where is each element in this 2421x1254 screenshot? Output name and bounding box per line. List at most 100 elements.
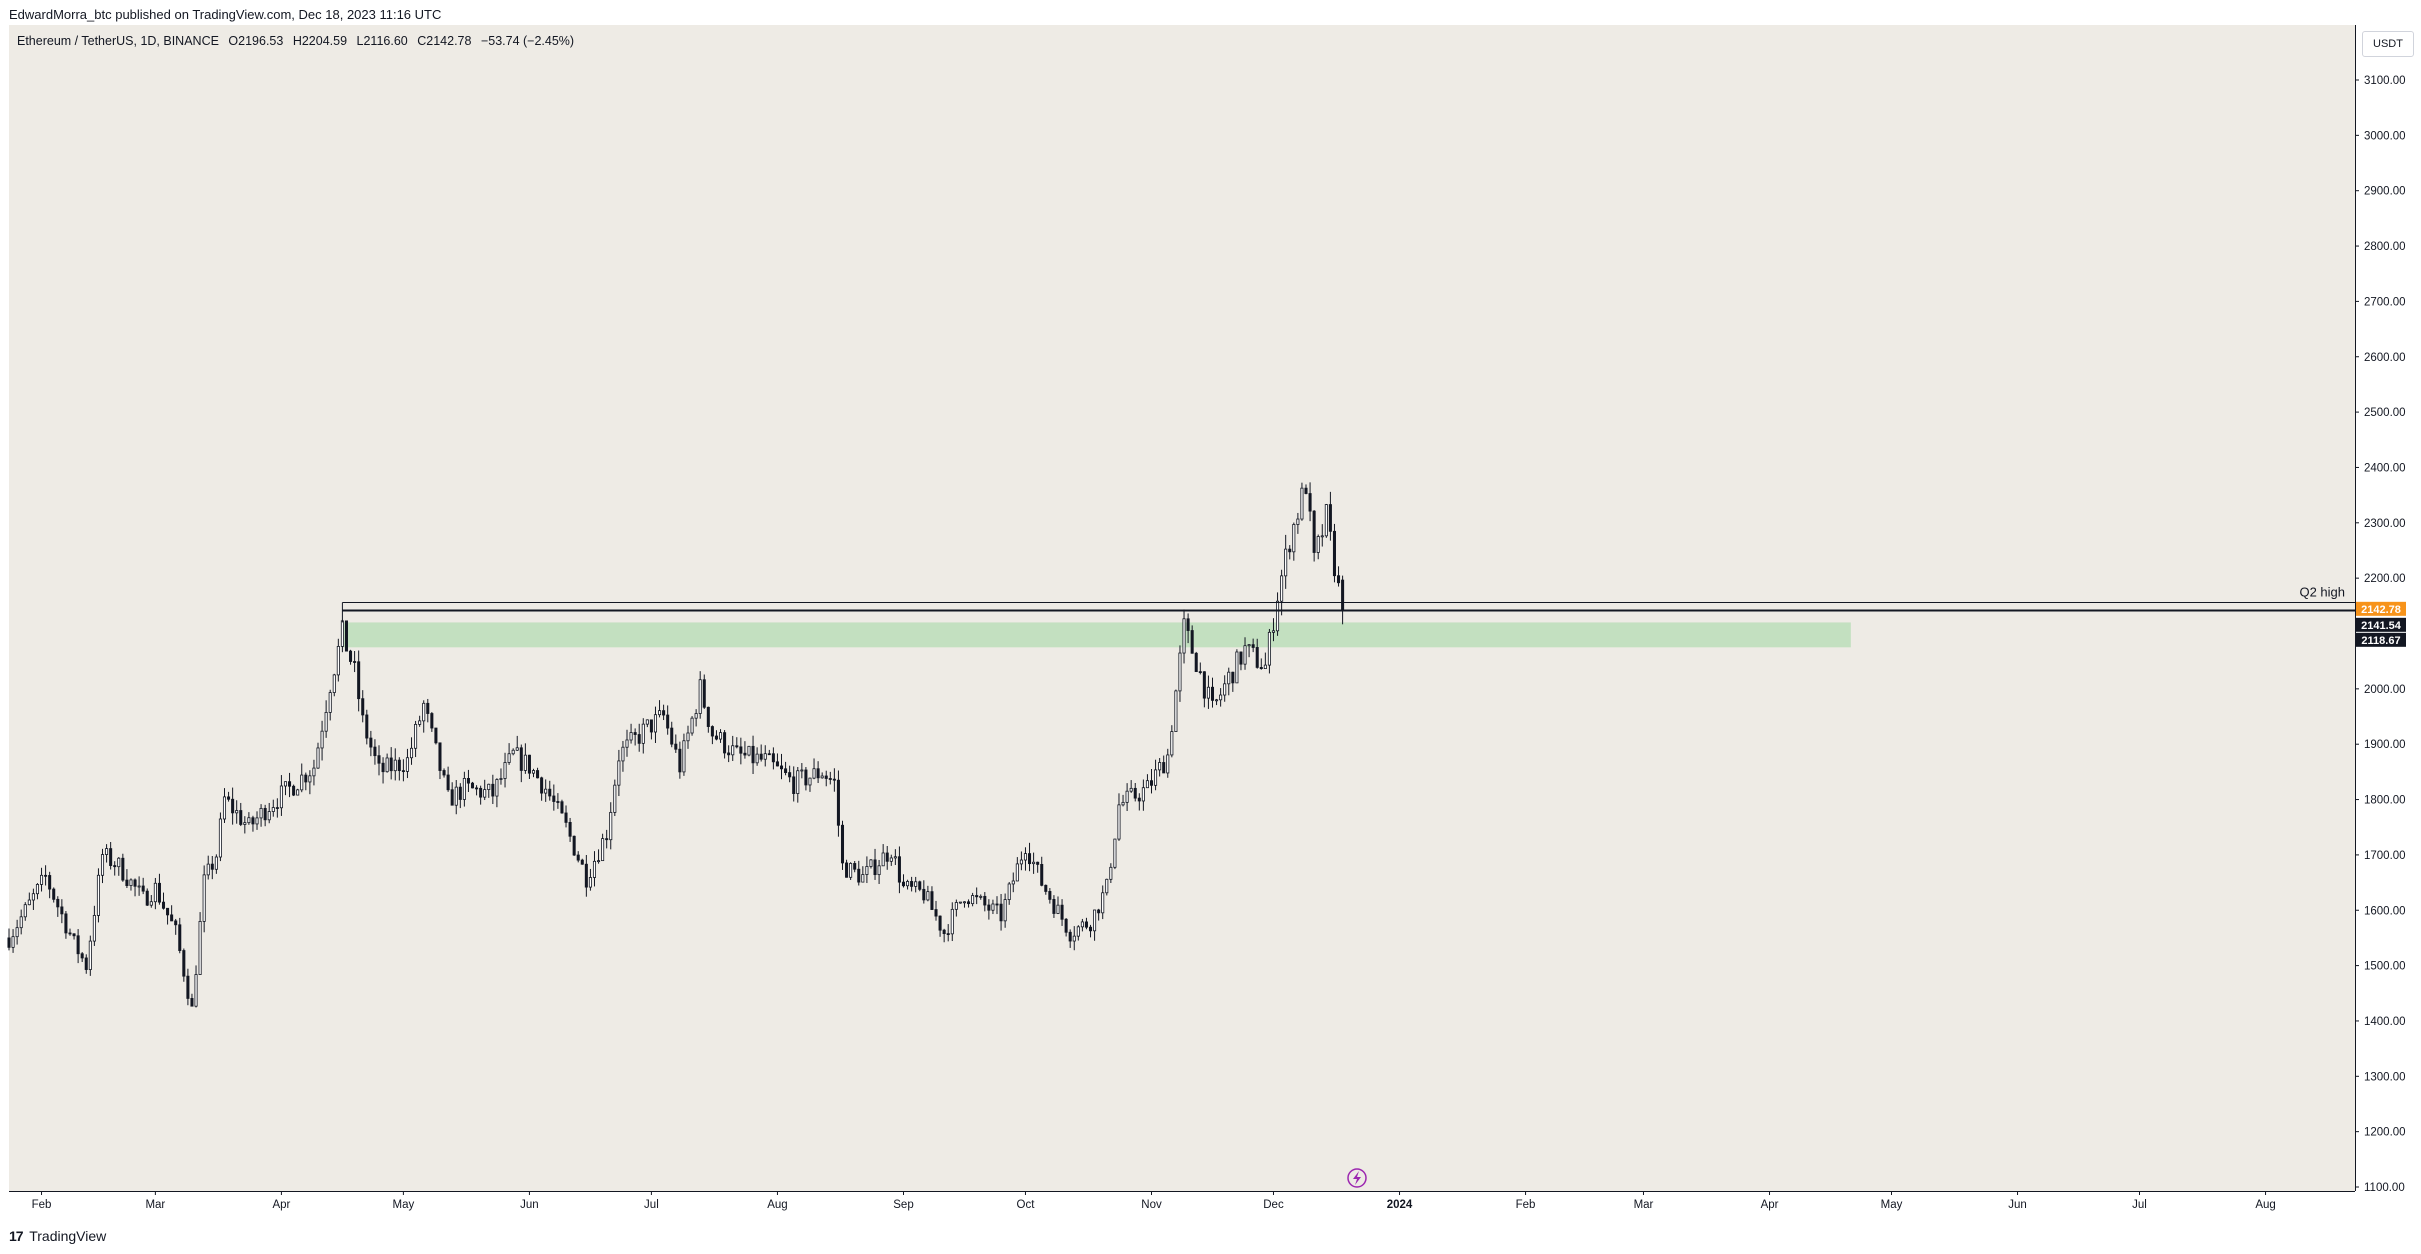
time-tick-label: Aug [767,1199,787,1211]
candle [1007,881,1011,905]
candle [995,896,999,915]
candle [1113,838,1117,870]
candle [1341,575,1345,625]
candle [84,954,88,974]
candle [950,902,954,942]
candle [930,886,934,910]
candle [344,620,348,652]
level-price-badge: 2141.54 [2356,617,2406,632]
candle [385,753,389,773]
candle [442,768,446,778]
candle [897,846,901,894]
candle [7,928,11,951]
candle [918,880,922,892]
candle [564,805,568,828]
candle [901,874,906,888]
candle [714,730,718,741]
candle [182,948,186,982]
candle [812,758,816,780]
time-tick-label: May [1881,1199,1903,1211]
candle [1084,917,1088,930]
time-tick-label: Jul [644,1199,659,1211]
candle [503,752,507,788]
price-tick-label: 2900.00 [2364,186,2406,198]
candle [739,737,743,765]
candle [470,781,475,789]
candle [312,759,316,786]
candle [942,928,946,943]
candle [922,880,926,904]
svg-text:2118.67: 2118.67 [2361,635,2400,647]
candle [210,855,214,880]
candle [666,705,670,735]
candle [178,917,182,954]
candle [1036,861,1040,873]
candle [96,868,100,923]
time-axis-ticks: Feb Mar Apr May Jun Jul Aug Sep Oct Nov Dec 2024 Feb… [32,1191,2276,1211]
price-tick-label: 1200.00 [2364,1127,2406,1139]
candle [747,745,751,757]
candle [1154,759,1158,791]
candle [1223,675,1227,702]
candle [190,993,194,1007]
price-tick-label: 2000.00 [2364,684,2406,696]
candle [279,775,283,816]
candle [540,776,544,801]
candle [1239,651,1243,671]
candle [824,770,828,787]
candle [662,704,666,721]
candle [1125,783,1129,812]
time-tick-label: Apr [272,1199,290,1211]
candle [617,749,621,797]
currency-selector[interactable]: USDT [2362,31,2414,57]
candle [1280,569,1284,616]
price-tick-label: 3000.00 [2364,130,2406,142]
candle [633,728,637,746]
candle [1044,884,1048,895]
candle [1170,725,1174,758]
price-axis-ticks: 3100.00 3000.00 2900.00 2800.00 2700.00 2600.… [2355,75,2406,1194]
candle [1316,534,1320,560]
price-tick-label: 2500.00 [2364,407,2406,419]
candle [64,911,68,939]
candle [658,700,662,718]
lightning-icon[interactable] [1347,1168,1367,1188]
candle [1166,748,1170,778]
candle [1308,482,1312,522]
candle [422,700,426,733]
symbol-legend[interactable]: Ethereum / TetherUS, 1D, BINANCE O2196.5… [17,34,580,48]
candle [397,757,401,781]
candle [645,719,649,728]
candle [40,867,44,892]
chart-plot-area[interactable] [9,25,2355,1191]
candle [72,933,76,940]
candle [117,857,121,876]
tradingview-logo[interactable]: 17 TradingView [9,1228,106,1244]
candle [832,768,836,792]
candle [129,878,133,891]
candle [1194,651,1198,673]
candle [934,900,938,921]
candle [283,781,287,796]
candle [511,748,515,756]
demand-zone[interactable] [342,622,1851,648]
legend-symbol[interactable]: Ethereum / TetherUS, 1D, BINANCE [17,34,219,48]
candle [466,769,470,792]
candle [828,771,832,785]
price-tick-label: 2200.00 [2364,573,2406,585]
candle [19,909,23,935]
candle [1178,645,1182,702]
candle [979,894,983,900]
candle [450,782,454,806]
candle [531,768,536,778]
event-marker[interactable] [1347,1168,1367,1188]
candle [1145,774,1149,789]
candle [377,745,381,776]
candle [1337,566,1341,587]
candle [1267,628,1271,674]
legend-low: L2116.60 [356,34,408,48]
candle [865,856,869,884]
time-axis[interactable] [9,1191,2355,1222]
time-tick-label: Sep [893,1199,913,1211]
